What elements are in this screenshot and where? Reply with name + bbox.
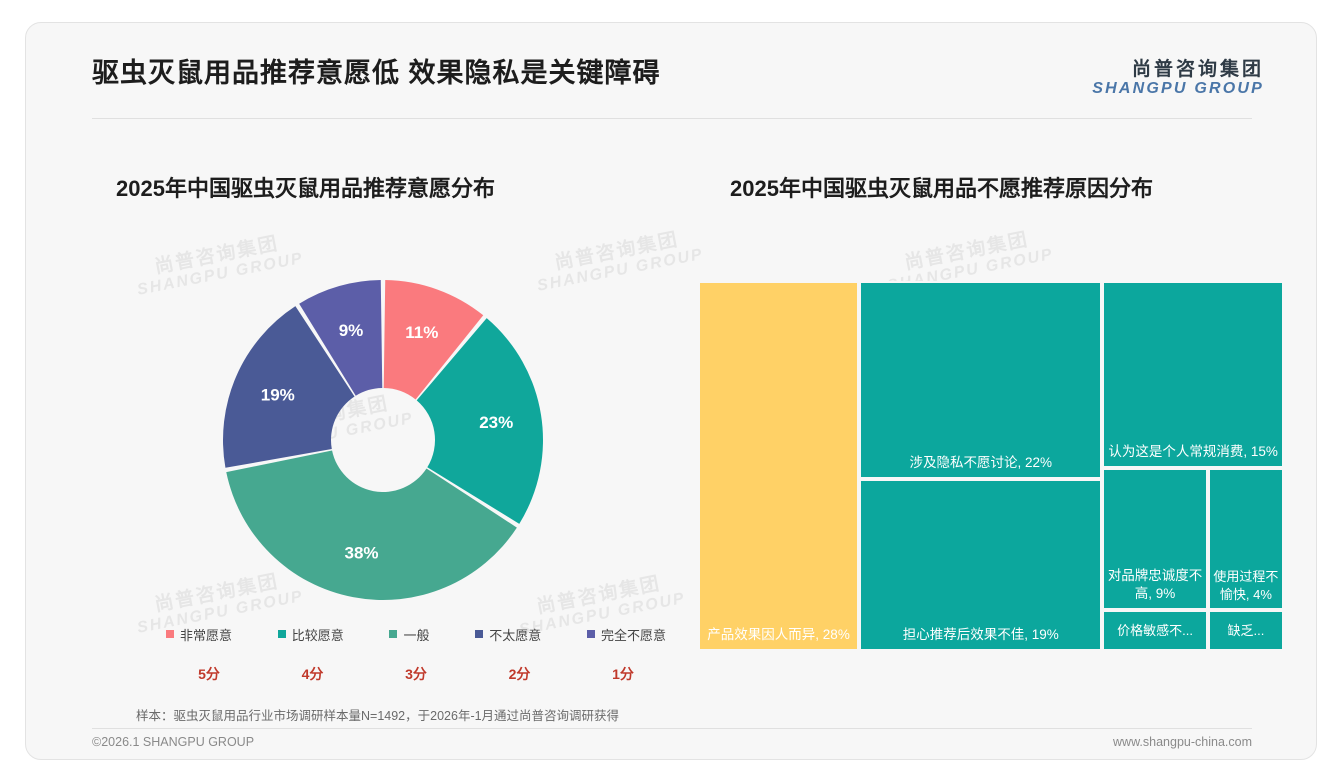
treemap-tile[interactable]: 涉及隐私不愿讨论, 22%: [859, 281, 1103, 479]
treemap-tile[interactable]: 价格敏感不...: [1102, 610, 1208, 651]
treemap-tile-label: 缺乏...: [1227, 622, 1265, 638]
treemap-tile-label: 价格敏感不...: [1117, 622, 1193, 638]
legend-item[interactable]: 比较愿意: [277, 625, 344, 644]
legend-item[interactable]: 不太愿意: [475, 625, 541, 644]
donut-legend: 非常愿意 比较愿意 一般 不太愿意 完全不愿意: [166, 623, 666, 645]
legend-swatch-icon: [389, 630, 398, 638]
treemap-tile-label: 涉及隐私不愿讨论, 22%: [909, 454, 1052, 470]
score-label: 4分: [301, 666, 324, 682]
donut-svg: 11% 23% 38% 19% 9%: [223, 280, 543, 600]
legend-item-label: 比较愿意: [291, 627, 344, 643]
donut-slice-label: 11%: [405, 323, 438, 342]
watermark-en: SHANGPU GROUP: [535, 246, 706, 296]
treemap-tile[interactable]: 担心推荐后效果不佳, 19%: [859, 478, 1103, 651]
footer-copyright: ©2026.1 SHANGPU GROUP: [92, 735, 255, 749]
treemap-tile[interactable]: 对品牌忠诚度不高, 9%: [1102, 467, 1208, 611]
brand-logo-cn: 尚普咨询集团: [1131, 59, 1264, 80]
legend-item[interactable]: 一般: [389, 625, 429, 644]
legend-swatch-icon: [166, 630, 174, 638]
score-label: 1分: [612, 666, 634, 682]
legend-item-label: 非常愿意: [180, 627, 233, 643]
treemap-tile[interactable]: 产品效果因人而异, 28%: [698, 281, 860, 651]
legend-item-label: 不太愿意: [489, 627, 542, 643]
treemap-tile-label: 产品效果因人而异, 28%: [707, 626, 850, 642]
legend-swatch-icon: [277, 630, 286, 638]
donut-slice-labels: 11% 23% 38% 19% 9%: [261, 321, 513, 563]
treemap-tile-label: 认为这是个人常规消费, 15%: [1108, 443, 1278, 459]
right-chart-title: 2025年中国驱虫灭鼠用品不愿推荐原因分布: [730, 176, 1153, 201]
sample-footnote: 样本：驱虫灭鼠用品行业市场调研样本量N=1492，于2026年-1月通过尚普咨询…: [136, 709, 620, 723]
treemap-tile[interactable]: 使用过程不愉快, 4%: [1207, 467, 1284, 611]
score-label: 3分: [405, 666, 427, 682]
donut-slice-label: 19%: [261, 385, 295, 404]
slide-footer: ©2026.1 SHANGPU GROUP www.shangpu-china.…: [92, 735, 1252, 749]
treemap-tile-label: 使用过程不愉快, 4%: [1213, 569, 1279, 602]
score-label: 2分: [508, 666, 531, 682]
treemap-tile[interactable]: 认为这是个人常规消费, 15%: [1102, 281, 1284, 468]
legend-item[interactable]: 非常愿意: [166, 625, 232, 644]
donut-slice-label: 9%: [339, 321, 364, 340]
legend-item[interactable]: 完全不愿意: [586, 625, 666, 644]
brand-logo-en: SHANGPU GROUP: [1092, 80, 1264, 98]
donut-slice[interactable]: [299, 280, 383, 396]
legend-item-label: 一般: [403, 627, 430, 643]
brand-logo: 尚普咨询集团 SHANGPU GROUP: [1092, 59, 1264, 98]
watermark: 尚普咨询集团 SHANGPU GROUP: [532, 225, 705, 296]
donut-slices: [223, 280, 543, 600]
treemap-chart: 产品效果因人而异, 28% 涉及隐私不愿讨论, 22% 担心推荐后效果不佳, 19%…: [698, 281, 1284, 651]
treemap-tile[interactable]: 缺乏...: [1207, 610, 1284, 651]
score-label: 5分: [198, 666, 220, 682]
left-chart-title: 2025年中国驱虫灭鼠用品推荐意愿分布: [116, 176, 495, 201]
treemap-tile-label: 担心推荐后效果不佳, 19%: [902, 626, 1059, 642]
slide-card: 尚普咨询集团 SHANGPU GROUP 尚普咨询集团 SHANGPU GROU…: [25, 22, 1317, 760]
footer-website: www.shangpu-china.com: [1113, 735, 1252, 749]
legend-swatch-icon: [475, 630, 484, 638]
donut-score-row: 5分 4分 3分 2分 1分: [166, 663, 666, 685]
donut-slice-label: 38%: [345, 544, 379, 563]
donut-slice-label: 23%: [479, 413, 513, 432]
treemap-tile-label: 对品牌忠诚度不高, 9%: [1107, 567, 1203, 602]
watermark-cn: 尚普咨询集团: [902, 229, 1031, 274]
slide-header: 驱虫灭鼠用品推荐意愿低 效果隐私是关键障碍 尚普咨询集团 SHANGPU GRO…: [26, 23, 1316, 119]
footer-divider: [92, 728, 1252, 729]
donut-slice[interactable]: [416, 318, 543, 524]
legend-item-label: 完全不愿意: [600, 627, 666, 643]
header-divider: [92, 118, 1252, 119]
donut-chart: 11% 23% 38% 19% 9%: [218, 275, 548, 605]
watermark-cn: 尚普咨询集团: [552, 229, 681, 274]
donut-slice[interactable]: [223, 306, 355, 468]
page-title: 驱虫灭鼠用品推荐意愿低 效果隐私是关键障碍: [92, 58, 661, 88]
donut-slice[interactable]: [226, 450, 517, 600]
legend-swatch-icon: [586, 630, 595, 638]
donut-slice[interactable]: [383, 280, 484, 400]
